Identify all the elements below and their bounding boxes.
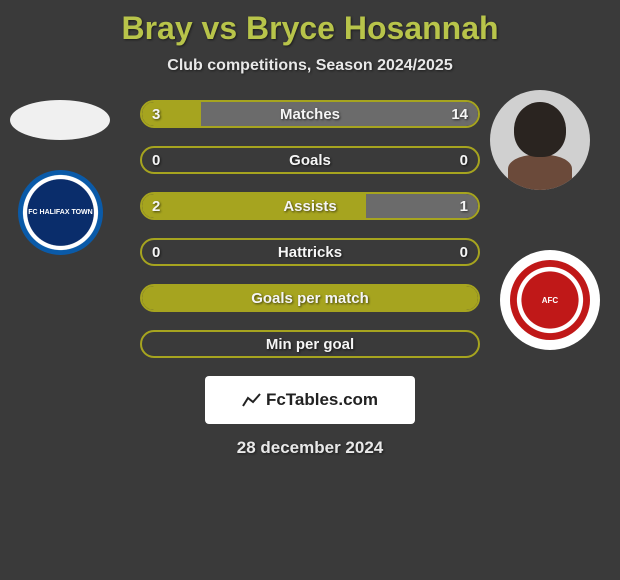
stat-value-right: 14 bbox=[451, 106, 468, 123]
stat-value-left: 0 bbox=[152, 152, 160, 169]
stat-label: Hattricks bbox=[278, 244, 342, 261]
stat-row: 2 Assists 1 bbox=[140, 192, 480, 220]
stat-value-left: 3 bbox=[152, 106, 160, 123]
stat-label: Min per goal bbox=[266, 336, 354, 353]
bar-fill-left bbox=[142, 102, 201, 126]
player-right-club-badge: AFC bbox=[500, 250, 600, 350]
stat-label: Goals per match bbox=[251, 290, 369, 307]
stat-label: Matches bbox=[280, 106, 340, 123]
stat-value-left: 2 bbox=[152, 198, 160, 215]
subtitle: Club competitions, Season 2024/2025 bbox=[0, 57, 620, 75]
stat-row: 0 Hattricks 0 bbox=[140, 238, 480, 266]
stat-bars: 3 Matches 14 0 Goals 0 2 Assists 1 0 Hattricks 0 Goa… bbox=[140, 100, 480, 358]
stat-label: Assists bbox=[283, 198, 336, 215]
stat-value-right: 1 bbox=[460, 198, 468, 215]
source-logo: FcTables.com bbox=[205, 376, 415, 424]
player-left-avatar bbox=[10, 100, 110, 140]
comparison-panel: FC HALIFAX TOWN AFC 3 Matches 14 0 Goals 0 2 As… bbox=[0, 100, 620, 358]
chart-icon bbox=[242, 392, 262, 408]
player-left-club-badge: FC HALIFAX TOWN bbox=[18, 170, 103, 255]
page-title: Bray vs Bryce Hosannah bbox=[0, 0, 620, 47]
stat-value-left: 0 bbox=[152, 244, 160, 261]
player-right-avatar bbox=[490, 90, 590, 190]
stat-label: Goals bbox=[289, 152, 331, 169]
stat-value-right: 0 bbox=[460, 244, 468, 261]
stat-row: 0 Goals 0 bbox=[140, 146, 480, 174]
stat-row: 3 Matches 14 bbox=[140, 100, 480, 128]
source-logo-text: FcTables.com bbox=[266, 390, 378, 410]
stat-row: Min per goal bbox=[140, 330, 480, 358]
club-badge-right-text: AFC bbox=[542, 296, 558, 305]
club-badge-left-text: FC HALIFAX TOWN bbox=[28, 209, 92, 216]
snapshot-date: 28 december 2024 bbox=[0, 438, 620, 458]
club-badge-right-inner: AFC bbox=[510, 260, 590, 340]
stat-value-right: 0 bbox=[460, 152, 468, 169]
stat-row: Goals per match bbox=[140, 284, 480, 312]
